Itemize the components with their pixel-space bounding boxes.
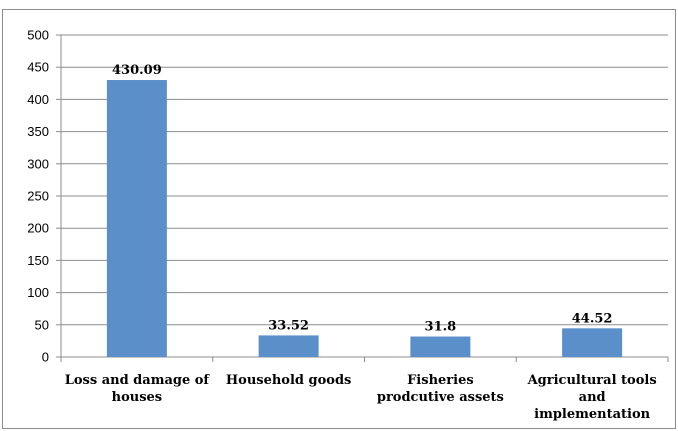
y-tick-label: 350	[27, 124, 49, 139]
category-labels: Loss and damage of houses Household goods F…	[65, 373, 657, 422]
category-label: Household goods	[226, 373, 352, 388]
data-label: 33.52	[268, 318, 309, 333]
category-label: Loss and damage of houses	[65, 373, 211, 405]
data-label: 430.09	[112, 63, 162, 78]
bar	[562, 328, 623, 357]
category-label-line: Household goods	[226, 373, 352, 388]
category-label-line: Loss and damage of	[65, 373, 211, 388]
y-tick-label: 50	[35, 317, 49, 332]
data-label: 44.52	[572, 311, 613, 326]
category-label-line: implementation	[534, 407, 651, 422]
y-tick-label: 150	[27, 253, 49, 268]
category-label-line: Agricultural tools	[527, 373, 657, 388]
y-tick-label: 450	[27, 60, 49, 75]
data-label: 31.8	[425, 320, 457, 335]
bars	[106, 80, 623, 358]
y-tick-label: 0	[42, 350, 49, 365]
y-tick-labels: 0 50 100 150 200 250 300 350 400 450 500	[27, 28, 49, 365]
bar	[258, 335, 319, 357]
y-tick-label: 100	[27, 285, 49, 300]
chart-frame	[2, 9, 676, 429]
bar	[410, 336, 471, 357]
data-labels: 430.09 33.52 31.8 44.52	[112, 63, 612, 334]
category-label-line: prodcutive assets	[377, 390, 504, 405]
y-tick-label: 500	[27, 28, 49, 43]
category-label-line: houses	[112, 390, 162, 405]
y-tick-label: 250	[27, 189, 49, 204]
category-label-line: and	[579, 390, 606, 405]
category-label-line: Fisheries	[407, 373, 474, 388]
y-tick-label: 300	[27, 156, 49, 171]
bar	[106, 80, 167, 358]
y-tick-label: 200	[27, 221, 49, 236]
category-label: Fisheries prodcutive assets	[377, 373, 504, 405]
category-label: Agricultural tools and implementation	[527, 373, 657, 422]
y-tick-label: 400	[27, 92, 49, 107]
